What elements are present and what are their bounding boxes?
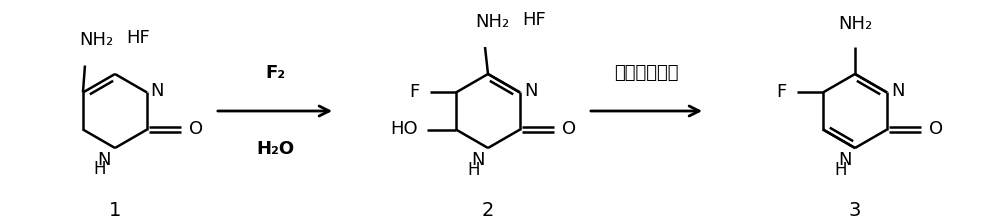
Text: NH₂: NH₂ [838, 15, 872, 33]
Text: O: O [562, 120, 576, 138]
Text: 1: 1 [109, 200, 121, 219]
Text: HF: HF [126, 29, 150, 47]
Text: H: H [94, 160, 106, 178]
Text: HF: HF [522, 11, 546, 29]
Text: O: O [189, 120, 203, 138]
Text: HO: HO [390, 120, 418, 138]
Text: 三乙胺，甲醇: 三乙胺，甲醇 [614, 64, 679, 82]
Text: N: N [472, 151, 485, 169]
Text: N: N [839, 151, 852, 169]
Text: NH₂: NH₂ [475, 13, 509, 31]
Text: 2: 2 [482, 200, 494, 219]
Text: H: H [468, 161, 480, 179]
Text: N: N [150, 83, 164, 101]
Text: F: F [410, 83, 420, 101]
Text: F: F [777, 83, 787, 101]
Text: H₂O: H₂O [256, 140, 294, 158]
Text: N: N [97, 151, 111, 169]
Text: N: N [524, 83, 538, 101]
Text: F₂: F₂ [265, 64, 285, 82]
Text: N: N [891, 83, 905, 101]
Text: O: O [929, 120, 943, 138]
Text: 3: 3 [849, 200, 861, 219]
Text: NH₂: NH₂ [79, 31, 113, 50]
Text: H: H [835, 161, 847, 179]
